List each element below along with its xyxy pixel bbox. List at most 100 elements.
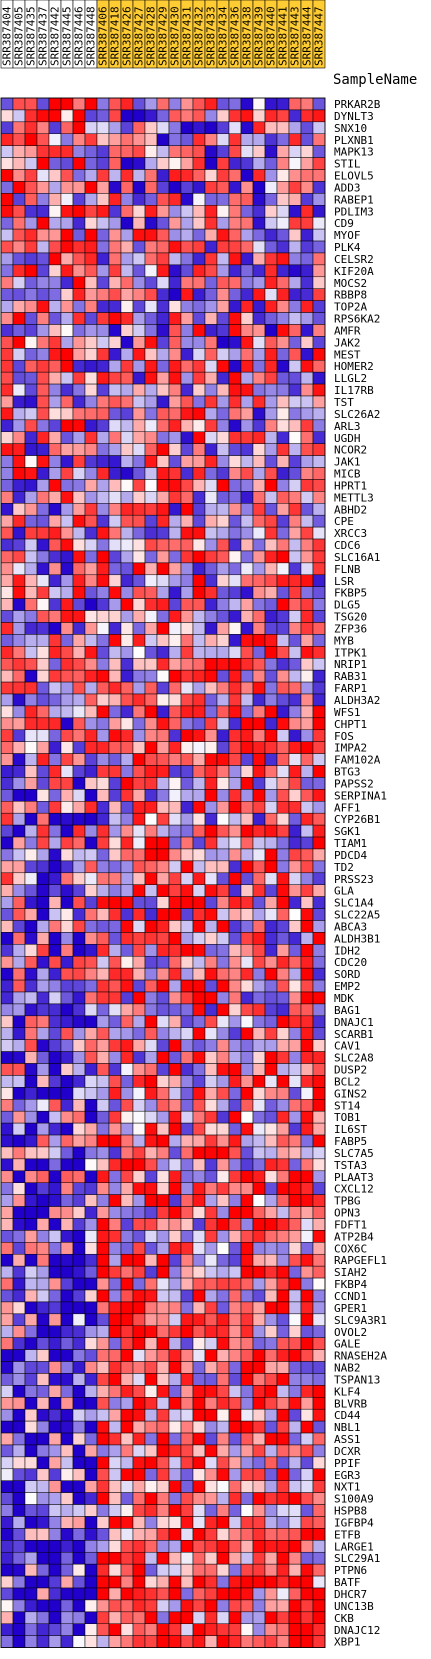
row-label: AFF1 <box>334 801 361 814</box>
heatmap-cell <box>300 1551 314 1565</box>
heatmap-cell <box>300 1599 314 1613</box>
heatmap-cell <box>276 145 290 158</box>
heatmap-cell <box>156 717 170 731</box>
heatmap-cell <box>84 944 98 957</box>
heatmap-cell <box>108 932 122 945</box>
heatmap-cell <box>48 657 62 671</box>
heatmap-cell <box>192 1194 206 1207</box>
row-label: BAG1 <box>334 1004 361 1017</box>
heatmap-cell <box>288 1480 302 1493</box>
heatmap-cell <box>264 1099 278 1112</box>
heatmap-cell <box>0 324 14 337</box>
heatmap-cell <box>0 1444 14 1458</box>
heatmap-cell <box>156 1027 170 1040</box>
row-label: RAPGEFL1 <box>334 1254 387 1267</box>
heatmap-cell <box>204 1218 218 1231</box>
heatmap-cell <box>36 121 50 135</box>
row-label: ASS1 <box>334 1433 361 1446</box>
heatmap-cell <box>72 1444 86 1458</box>
heatmap-cell <box>48 276 62 289</box>
heatmap-cell <box>120 431 134 444</box>
heatmap-cell <box>192 777 206 790</box>
heatmap-cell <box>0 1397 14 1410</box>
heatmap-cell <box>228 1492 242 1505</box>
heatmap-cell <box>168 371 182 385</box>
heatmap-cell <box>216 1099 230 1112</box>
heatmap-cell <box>228 1051 242 1064</box>
heatmap-cell <box>72 1408 86 1422</box>
row-label: UGDH <box>334 432 361 445</box>
heatmap-cell <box>288 896 302 909</box>
heatmap-cell <box>228 1408 242 1422</box>
heatmap-cell <box>156 1420 170 1434</box>
heatmap-cell <box>96 1003 110 1017</box>
heatmap-cell <box>120 586 134 599</box>
heatmap-cell <box>72 145 86 158</box>
heatmap-cell <box>264 979 278 993</box>
heatmap-cell <box>0 765 14 778</box>
heatmap-cell <box>252 503 266 516</box>
heatmap-cell <box>96 1599 110 1613</box>
heatmap-cell <box>156 622 170 635</box>
heatmap-cell <box>264 1277 278 1291</box>
heatmap-cell <box>24 836 38 850</box>
heatmap-cell <box>204 622 218 635</box>
heatmap-cell <box>264 1599 278 1613</box>
heatmap-cell <box>144 1611 158 1625</box>
heatmap-cell <box>156 133 170 146</box>
heatmap-cell <box>252 896 266 909</box>
heatmap-cell <box>240 1242 254 1255</box>
heatmap-cell <box>60 181 74 194</box>
heatmap-cell <box>168 1397 182 1410</box>
heatmap-cell <box>300 395 314 409</box>
heatmap-cell <box>240 836 254 850</box>
heatmap-cell <box>72 455 86 468</box>
heatmap-cell <box>72 193 86 206</box>
heatmap-cell <box>12 1349 26 1362</box>
heatmap-cell <box>240 455 254 468</box>
row-label: BLVRB <box>334 1397 367 1410</box>
heatmap-cell <box>180 681 194 695</box>
row-label: S100A9 <box>334 1493 374 1506</box>
heatmap-cell <box>276 1420 290 1434</box>
heatmap-cell <box>108 1361 122 1374</box>
heatmap-cell <box>48 264 62 278</box>
heatmap-cell <box>48 1444 62 1458</box>
heatmap-cell <box>228 717 242 731</box>
heatmap-cell <box>204 741 218 754</box>
heatmap-cell <box>84 610 98 623</box>
heatmap-cell <box>288 1134 302 1148</box>
heatmap-cell <box>144 1087 158 1100</box>
heatmap-cell <box>168 1122 182 1136</box>
heatmap-cell <box>132 1492 146 1505</box>
heatmap-cell <box>180 312 194 325</box>
heatmap-cell <box>192 455 206 468</box>
heatmap-cell <box>216 1301 230 1315</box>
heatmap-cell <box>60 1146 74 1160</box>
heatmap-cell <box>300 1230 314 1243</box>
heatmap-cell <box>132 1468 146 1481</box>
row-label: STIL <box>334 158 361 171</box>
heatmap-cell <box>288 348 302 361</box>
heatmap-cell <box>108 1492 122 1505</box>
heatmap-cell <box>72 681 86 695</box>
heatmap-cell <box>0 1492 14 1505</box>
heatmap-cell <box>276 824 290 838</box>
heatmap-cell <box>144 1385 158 1398</box>
heatmap-cell <box>204 538 218 552</box>
heatmap-cell <box>132 467 146 480</box>
heatmap-cell <box>180 622 194 635</box>
row-label: SLC26A2 <box>334 408 380 421</box>
heatmap-cell <box>24 669 38 683</box>
heatmap-cell <box>0 1337 14 1350</box>
heatmap-cell <box>132 431 146 444</box>
heatmap-cell <box>240 955 254 969</box>
heatmap-cell <box>180 419 194 433</box>
heatmap-cell <box>192 1432 206 1446</box>
heatmap-cell <box>240 1397 254 1410</box>
heatmap-cell <box>192 1540 206 1553</box>
heatmap-cell <box>24 1194 38 1207</box>
heatmap-cell <box>0 860 14 874</box>
heatmap-cell <box>84 705 98 719</box>
heatmap-cell <box>120 550 134 564</box>
